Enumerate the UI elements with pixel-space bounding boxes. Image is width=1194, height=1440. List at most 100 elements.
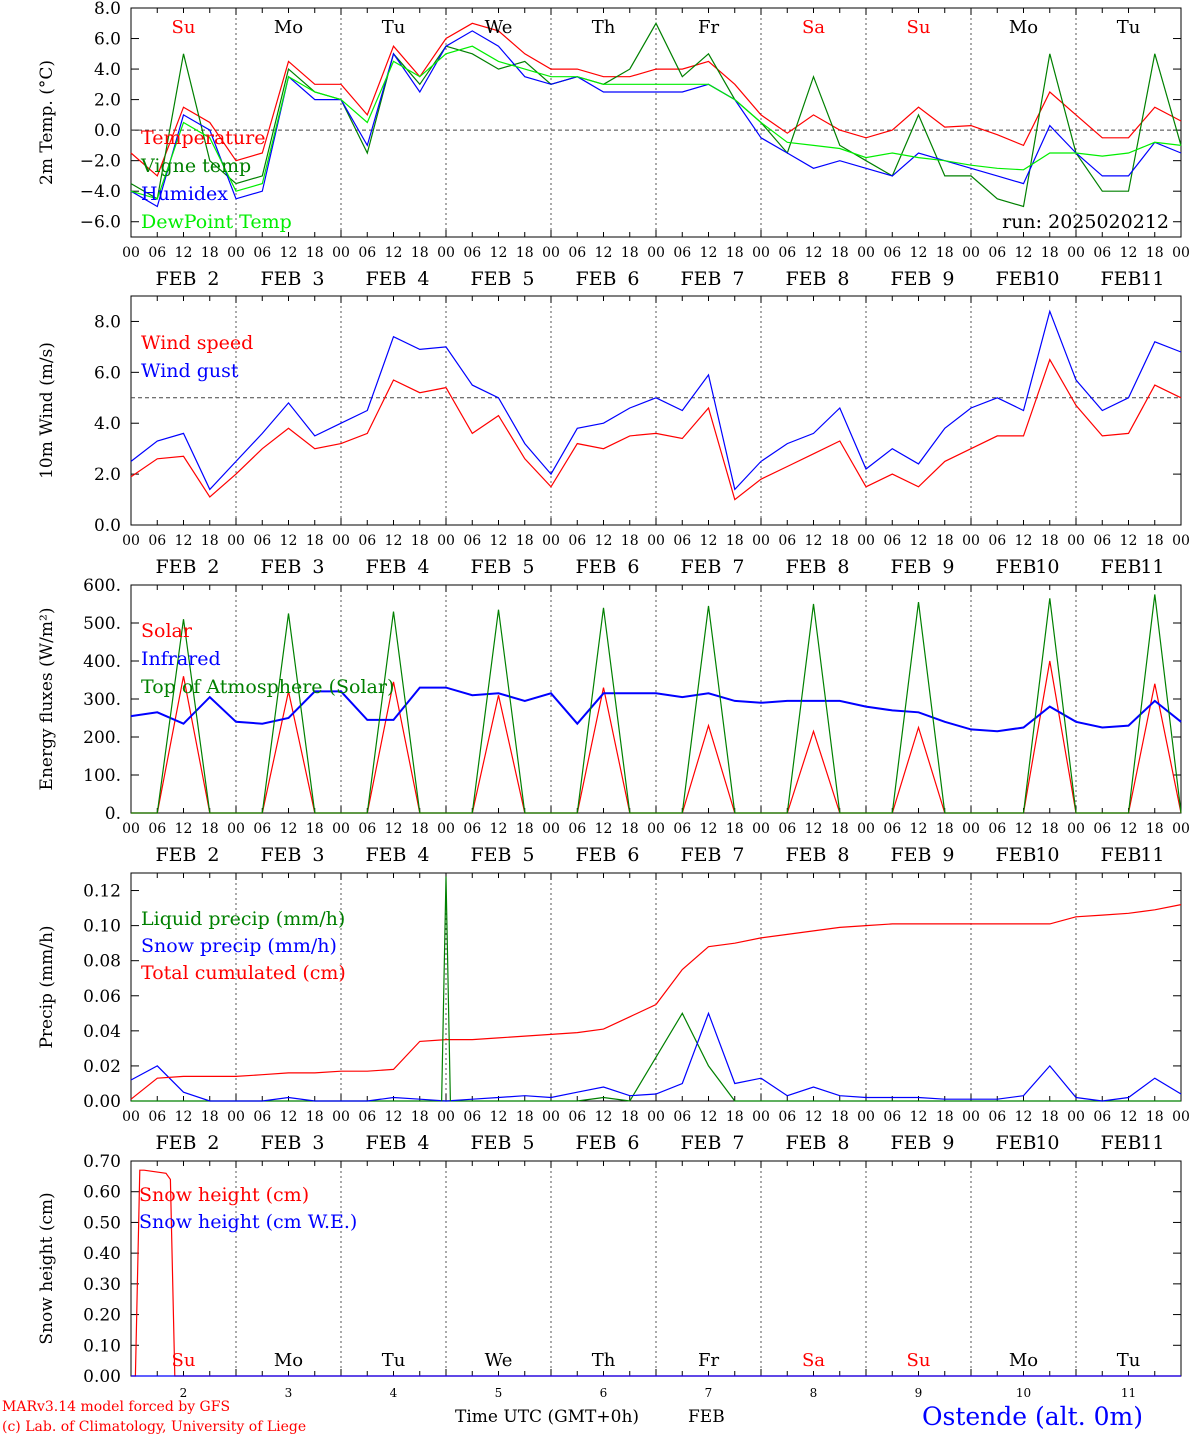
date-day-label: 11 xyxy=(1140,556,1164,578)
hour-label: 06 xyxy=(253,821,271,837)
hour-label: 06 xyxy=(358,533,376,549)
y-tick-label: 6.0 xyxy=(94,363,121,383)
hour-label: 06 xyxy=(148,821,166,837)
legend-entry-red: Solar xyxy=(141,620,193,642)
hour-label: 18 xyxy=(411,1109,429,1125)
date-month-label: FEB xyxy=(471,556,512,578)
date-day-label: 4 xyxy=(417,268,429,290)
hour-label: 06 xyxy=(568,821,586,837)
hour-label: 18 xyxy=(621,533,639,549)
date-month-label: FEB xyxy=(996,556,1037,578)
date-day-label: 2 xyxy=(207,556,219,578)
hour-label: 12 xyxy=(1120,821,1138,837)
legend-entry-blue: Wind gust xyxy=(141,360,239,382)
y-tick-label: 4.0 xyxy=(94,60,121,80)
y-tick-label: 0.30 xyxy=(83,1275,121,1295)
hour-label: 18 xyxy=(516,1109,534,1125)
hour-label: 00 xyxy=(437,533,455,549)
series-line-blue xyxy=(130,1011,1182,1102)
hour-label: 06 xyxy=(358,245,376,261)
hour-label: 12 xyxy=(595,1109,613,1125)
date-day-label: 6 xyxy=(627,1132,639,1154)
hour-label: 12 xyxy=(175,1109,193,1125)
hour-label: 18 xyxy=(1041,533,1059,549)
date-day-label: 8 xyxy=(837,1132,849,1154)
hour-label: 18 xyxy=(936,1109,954,1125)
hour-label: 00 xyxy=(752,245,770,261)
date-day-label: 6 xyxy=(627,844,639,866)
hour-label: 06 xyxy=(673,821,691,837)
hour-label: 00 xyxy=(647,1109,665,1125)
date-day-label: 3 xyxy=(312,556,324,578)
hour-label: 00 xyxy=(332,821,350,837)
y-tick-label: 0.10 xyxy=(83,1336,121,1356)
hour-label: 06 xyxy=(883,245,901,261)
date-month-label: FEB xyxy=(1101,268,1142,290)
hour-label: 06 xyxy=(568,533,586,549)
legend-entry-lightgreen: DewPoint Temp xyxy=(141,211,292,233)
hour-label: 18 xyxy=(936,821,954,837)
hour-label: 06 xyxy=(148,245,166,261)
hour-label: 18 xyxy=(411,533,429,549)
date-month-label: FEB xyxy=(786,556,827,578)
weekday-label: We xyxy=(485,17,513,38)
date-month-label: FEB xyxy=(786,844,827,866)
date-month-label: FEB xyxy=(261,844,302,866)
hour-label: 12 xyxy=(910,1109,928,1125)
series-line-red xyxy=(130,904,1182,1100)
date-day-label: 4 xyxy=(417,1132,429,1154)
day-number-label: 10 xyxy=(1016,1386,1031,1400)
date-day-label: 8 xyxy=(837,268,849,290)
weekday-label: Mo xyxy=(1009,17,1038,38)
hour-label: 06 xyxy=(988,1109,1006,1125)
hour-label: 18 xyxy=(306,533,324,549)
hour-label: 06 xyxy=(883,1109,901,1125)
hour-label: 06 xyxy=(463,245,481,261)
hour-label: 18 xyxy=(516,533,534,549)
hour-label: 06 xyxy=(1093,245,1111,261)
date-month-label: FEB xyxy=(366,1132,407,1154)
weekday-label: Th xyxy=(592,1350,616,1371)
date-month-label: FEB xyxy=(576,556,617,578)
hour-label: 06 xyxy=(253,245,271,261)
run-label: run: 2025020212 xyxy=(1002,211,1169,233)
date-month-label: FEB xyxy=(996,1132,1037,1154)
date-day-label: 9 xyxy=(942,268,954,290)
date-day-label: 2 xyxy=(207,268,219,290)
y-tick-label: 0.10 xyxy=(83,917,121,937)
date-month-label: FEB xyxy=(471,844,512,866)
series-line-green xyxy=(130,22,1182,208)
precip-spike xyxy=(441,876,451,1102)
footer-model: MARv3.14 model forced by GFS xyxy=(2,1399,231,1415)
hour-label: 18 xyxy=(831,1109,849,1125)
hour-label: 00 xyxy=(857,533,875,549)
hour-label: 12 xyxy=(280,533,298,549)
y-tick-label: −6.0 xyxy=(80,213,121,233)
hour-label: 18 xyxy=(726,821,744,837)
hour-label: 18 xyxy=(831,245,849,261)
hour-label: 00 xyxy=(122,533,140,549)
y-tick-label: 8.0 xyxy=(94,0,121,19)
date-month-label: FEB xyxy=(366,556,407,578)
date-month-label: FEB xyxy=(261,268,302,290)
hour-label: 00 xyxy=(1172,533,1190,549)
hour-label: 12 xyxy=(385,1109,403,1125)
hour-label: 00 xyxy=(1067,245,1085,261)
hour-label: 12 xyxy=(595,245,613,261)
hour-label: 00 xyxy=(542,821,560,837)
hour-label: 00 xyxy=(962,533,980,549)
date-day-label: 4 xyxy=(417,844,429,866)
hour-label: 00 xyxy=(332,1109,350,1125)
date-month-label: FEB xyxy=(156,1132,197,1154)
weekday-label: Su xyxy=(172,1350,196,1371)
hour-label: 12 xyxy=(595,821,613,837)
y-tick-label: 6.0 xyxy=(94,30,121,50)
date-day-label: 2 xyxy=(207,1132,219,1154)
y-tick-label: 0.0 xyxy=(94,121,121,141)
hour-label: 06 xyxy=(778,821,796,837)
date-day-label: 8 xyxy=(837,556,849,578)
date-month-label: FEB xyxy=(681,556,722,578)
y-tick-label: 600. xyxy=(83,576,121,596)
date-day-label: 8 xyxy=(837,844,849,866)
hour-label: 12 xyxy=(805,245,823,261)
